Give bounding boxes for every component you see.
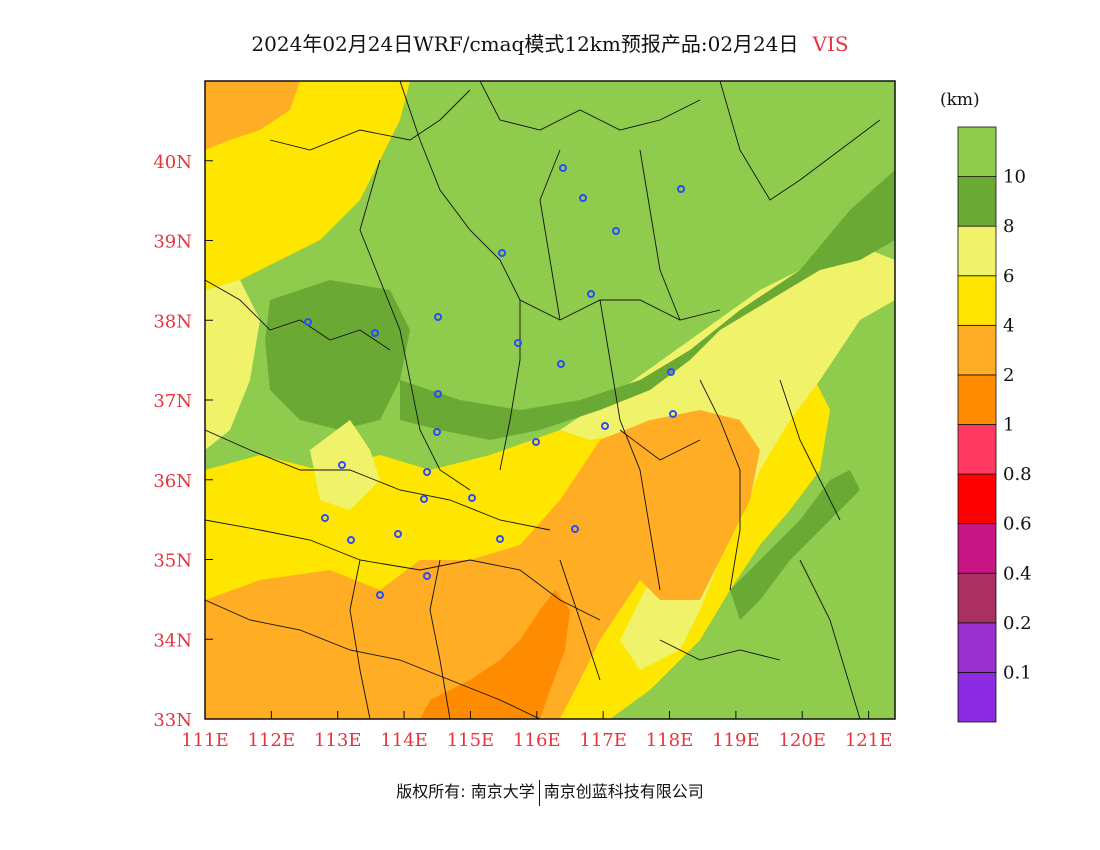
station-marker <box>434 390 442 398</box>
station-marker <box>468 494 476 502</box>
station-marker <box>433 428 441 436</box>
colorbar-label: 1 <box>1003 415 1014 436</box>
colorbar-segment <box>957 275 997 326</box>
map-title: 2024年02月24日WRF/cmaq模式12km预报产品:02月24日 VIS <box>0 28 1100 57</box>
colorbar-segment <box>957 374 997 425</box>
station-marker <box>587 290 595 298</box>
field-yellow-nw <box>205 81 410 290</box>
x-tick-label: 121E <box>845 730 893 751</box>
footer-divider <box>538 779 540 806</box>
x-tick-label: 113E <box>314 730 362 751</box>
station-marker <box>514 339 522 347</box>
colorbar-label: 10 <box>1003 167 1026 188</box>
colorbar-label: 4 <box>1003 315 1014 336</box>
y-tick-label: 34N <box>153 630 192 651</box>
station-marker <box>579 194 587 202</box>
station-marker <box>571 525 579 533</box>
station-marker <box>434 313 442 321</box>
x-axis: 111E 112E 113E 114E 115E 116E 117E 118E 119E 120E… <box>181 711 892 751</box>
x-tick-label: 115E <box>447 730 495 751</box>
x-tick-label: 117E <box>579 730 627 751</box>
colorbar-segment <box>957 473 997 525</box>
station-marker <box>394 530 402 538</box>
colorbar-label: 0.8 <box>1003 464 1032 485</box>
station-marker <box>559 164 567 172</box>
y-axis: 33N 34N 35N 36N 37N 38N 39N 40N <box>153 152 213 731</box>
field-darkgreen-se <box>730 470 860 620</box>
station-marker <box>496 535 504 543</box>
x-tick-label: 116E <box>513 730 561 751</box>
colorbar: 0.1 0.2 0.4 0.6 0.8 1 2 4 6 8 10 <box>957 126 1032 723</box>
colorbar-label: 0.4 <box>1003 563 1032 584</box>
field-lightorange <box>205 410 760 719</box>
x-tick-label: 112E <box>248 730 296 751</box>
colorbar-unit: (km) <box>940 90 980 110</box>
station-marker <box>612 227 620 235</box>
map-field <box>205 81 895 719</box>
station-marker <box>601 422 609 430</box>
colorbar-segment <box>957 126 997 177</box>
footer-left: 版权所有: 南京大学 <box>396 782 535 801</box>
x-tick-label: 119E <box>712 730 760 751</box>
y-tick-label: 37N <box>153 391 192 412</box>
station-marker <box>376 591 384 599</box>
field-lightorange-nw <box>205 81 300 150</box>
station-marker <box>420 495 428 503</box>
copyright-footer: 版权所有: 南京大学 南京创蓝科技有限公司 <box>0 778 1100 806</box>
field-lightyellow-east <box>560 250 895 670</box>
colorbar-segment <box>957 424 997 475</box>
colorbar-label: 6 <box>1003 266 1014 287</box>
station-marker <box>304 318 312 326</box>
colorbar-label: 2 <box>1003 365 1014 386</box>
station-marker <box>338 461 346 469</box>
y-tick-label: 33N <box>153 710 192 731</box>
station-marker <box>667 368 675 376</box>
x-tick-label: 114E <box>380 730 428 751</box>
field-darkgreen-band <box>400 170 895 440</box>
field-lightyellow-nw <box>205 280 260 450</box>
colorbar-segment <box>957 622 997 673</box>
colorbar-segment <box>957 324 997 376</box>
y-tick-label: 39N <box>153 232 192 253</box>
colorbar-segment <box>957 572 997 624</box>
colorbar-segment <box>957 672 997 723</box>
y-tick-label: 35N <box>153 551 192 572</box>
y-tick-label: 38N <box>153 311 192 332</box>
station-marker <box>677 185 685 193</box>
footer-right: 南京创蓝科技有限公司 <box>543 782 704 801</box>
colorbar-label: 0.2 <box>1003 613 1032 634</box>
station-marker <box>321 514 329 522</box>
station-marker <box>423 468 431 476</box>
y-tick-label: 40N <box>153 152 192 173</box>
colorbar-label: 8 <box>1003 216 1014 237</box>
colorbar-segment <box>957 176 997 227</box>
station-marker <box>669 410 677 418</box>
station-marker <box>347 536 355 544</box>
field-darkgreen-west <box>265 280 410 430</box>
x-tick-label: 118E <box>646 730 694 751</box>
station-marker <box>557 360 565 368</box>
boundaries <box>205 81 881 719</box>
station-marker <box>371 329 379 337</box>
station-marker <box>423 572 431 580</box>
station-markers <box>304 164 685 599</box>
y-tick-label: 36N <box>153 471 192 492</box>
station-marker <box>532 438 540 446</box>
colorbar-segment <box>957 523 997 574</box>
x-tick-label: 120E <box>778 730 826 751</box>
station-marker <box>498 249 506 257</box>
title-main: 2024年02月24日WRF/cmaq模式12km预报产品:02月24日 <box>251 32 799 56</box>
title-variable: VIS <box>812 32 849 56</box>
field-orange-core <box>420 590 570 719</box>
colorbar-segment <box>957 225 997 277</box>
colorbar-label: 0.1 <box>1003 662 1032 683</box>
colorbar-label: 0.6 <box>1003 514 1032 535</box>
x-tick-label: 111E <box>181 730 229 751</box>
